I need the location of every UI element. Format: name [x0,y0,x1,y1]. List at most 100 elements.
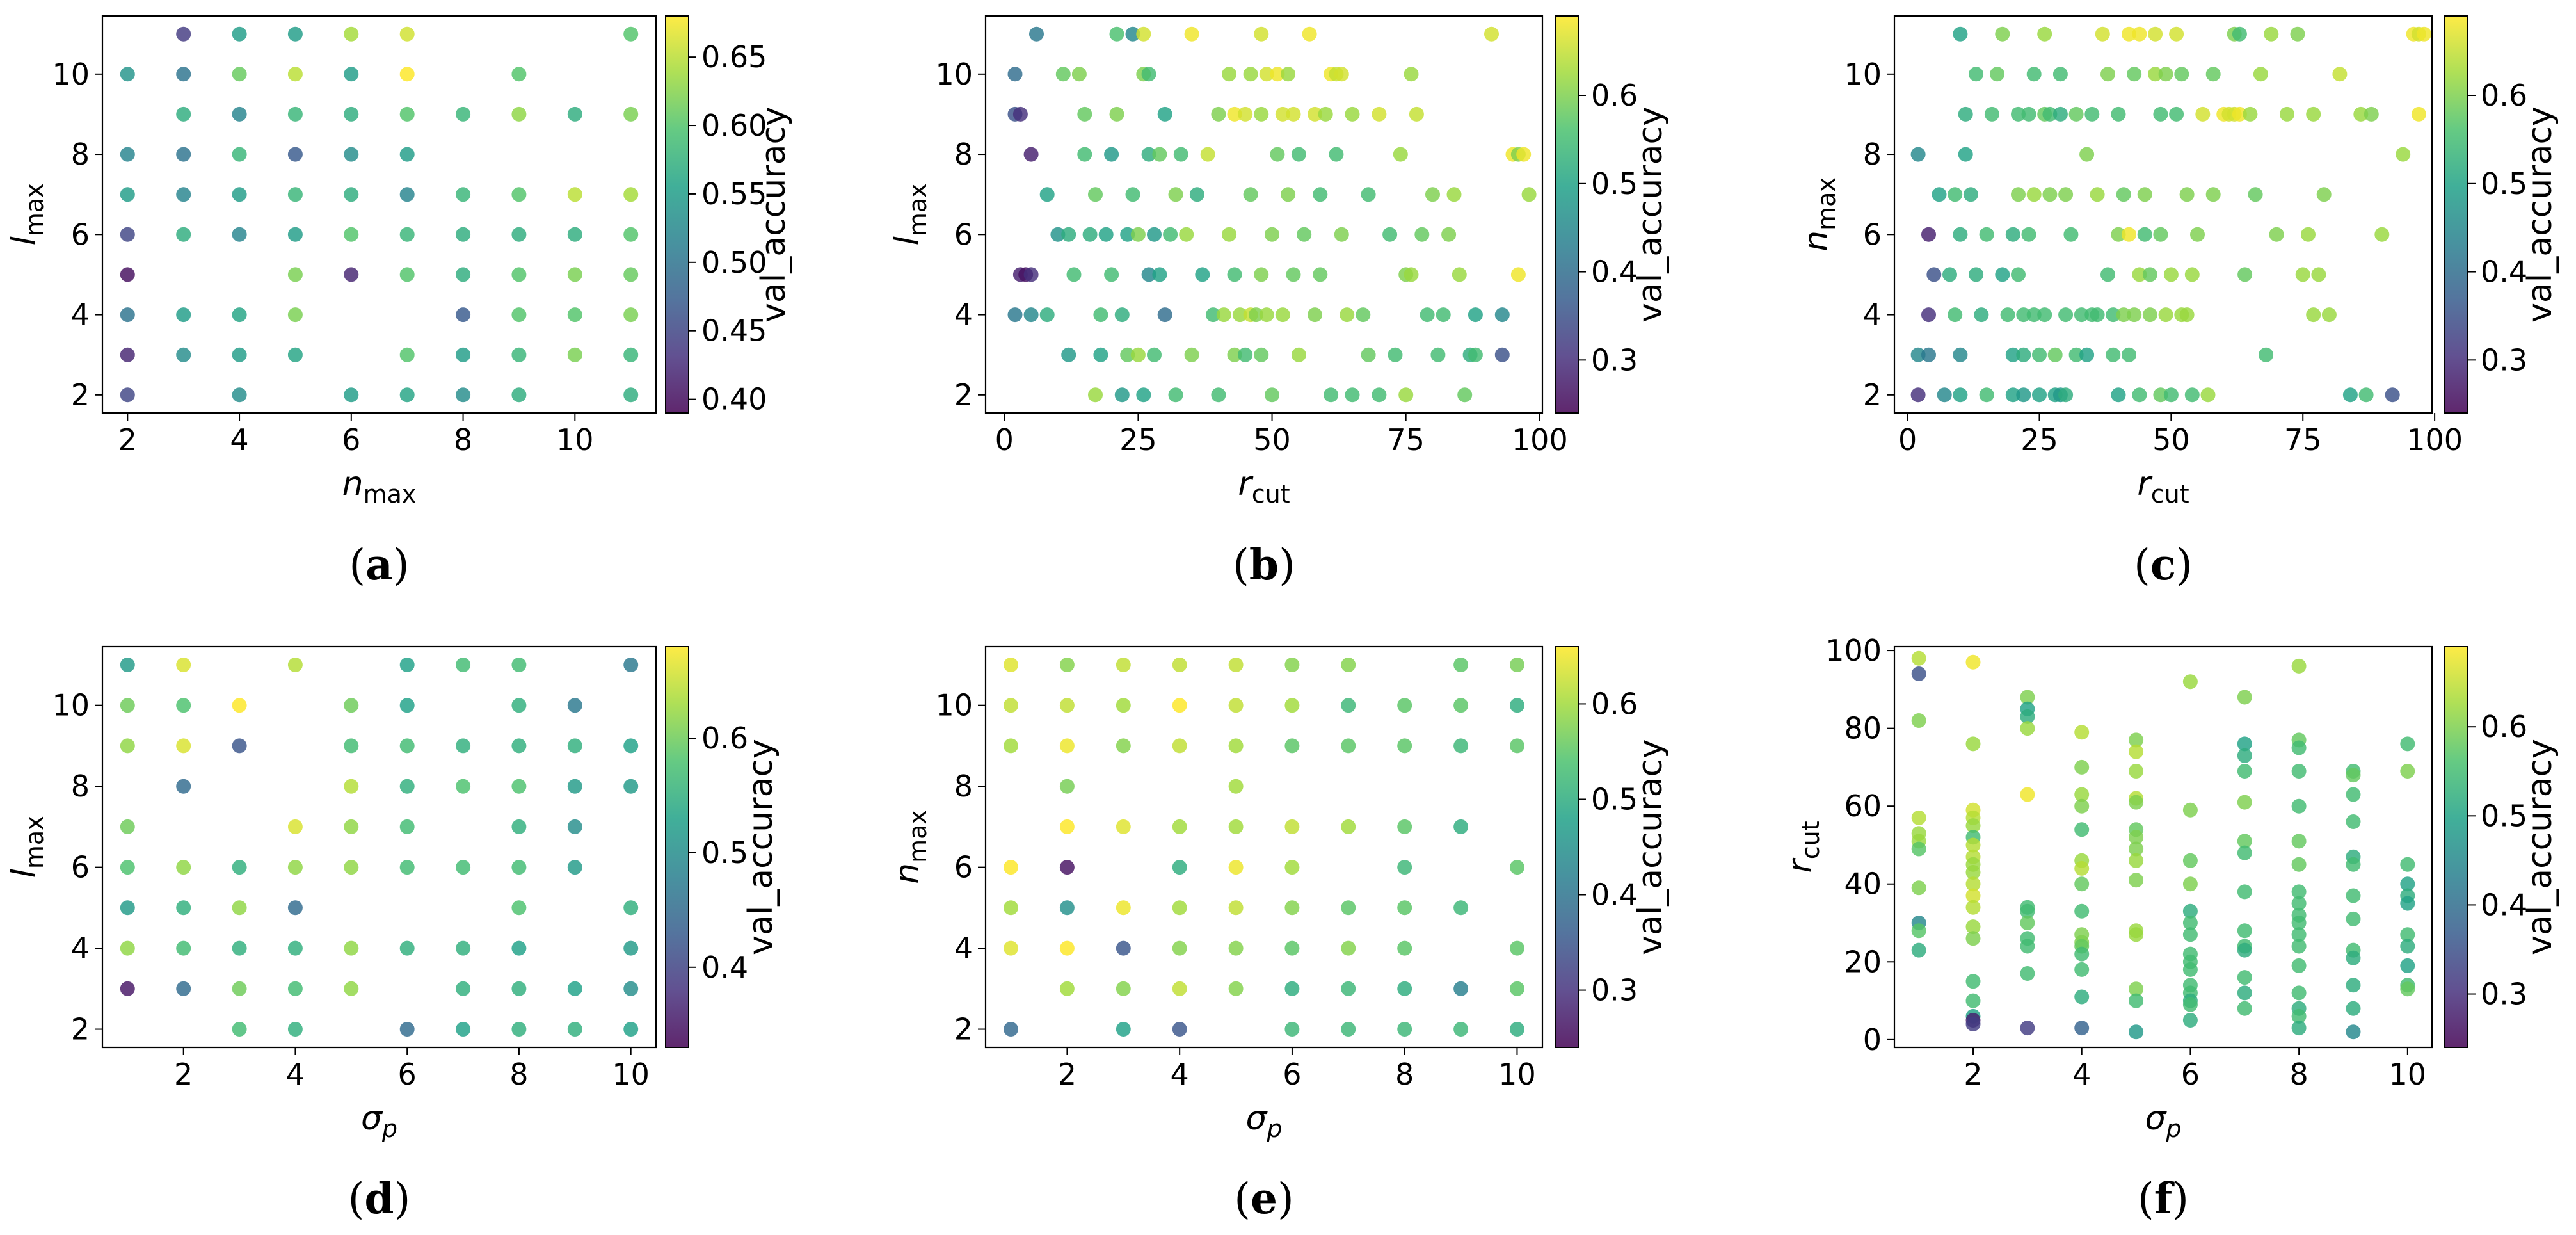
data-point [1116,900,1131,916]
x-tick-label: 6 [1283,1057,1301,1092]
x-tick-label: 0 [1898,423,1917,457]
data-point [1077,147,1092,162]
y-tick-label: 2 [71,1012,90,1047]
y-tick-label: 4 [71,298,90,332]
data-point [2052,67,2068,82]
data-point [2243,106,2258,122]
data-point [1228,658,1244,672]
panel-caption: (a) [349,540,409,590]
data-point [1510,940,1524,956]
data-point [1334,67,1349,82]
data-point [2182,927,2198,942]
data-point [1168,387,1183,403]
data-point [2111,227,2126,242]
data-point [2021,106,2036,122]
data-point [2232,106,2247,122]
colorbar-label: val_accuracy [1631,106,1670,323]
y-tick-label: 6 [71,217,90,252]
y-tick-label: 80 [1844,711,1882,746]
data-point [1281,67,1296,82]
data-point [176,658,191,672]
colorbar-tick-label: 0.60 [701,108,767,143]
data-point [567,819,582,834]
data-point [1284,698,1300,713]
data-point [623,779,639,794]
colorbar-tick-label: 0.6 [701,721,748,755]
data-point [511,698,527,713]
y-tick-label: 6 [71,850,90,885]
data-point [1334,227,1349,242]
data-point [1059,698,1075,713]
data-point [2400,857,2415,872]
plot-frame [1893,645,2433,1049]
data-point [1510,698,1524,713]
data-point [1510,1022,1524,1037]
data-point [1425,187,1440,202]
data-point [1141,147,1156,162]
data-point [176,738,191,754]
data-point [623,227,639,242]
data-point [1397,900,1412,916]
data-point [1284,819,1300,834]
data-point [1172,981,1187,996]
data-point [1104,147,1119,162]
data-point [1172,698,1187,713]
data-point [1098,227,1114,242]
data-point [1071,67,1087,82]
colorbar-tick-label: 0.40 [701,382,767,417]
data-point [1965,888,1981,903]
data-point [2020,721,2035,736]
data-point [1397,860,1412,875]
data-point [399,738,415,754]
data-point [2364,106,2379,122]
data-point [1516,147,1532,162]
data-point [2400,736,2415,752]
data-point [1061,227,1076,242]
data-point [1059,860,1075,875]
data-point [2142,267,2157,282]
data-point [120,698,135,713]
data-point [287,900,303,916]
data-point [1921,307,1936,323]
scatter-panel-b: 0 25 50 75 100 2 4 6 8 10 0.3 0.4 0.5 0.6val_accuracy… [935,15,1670,590]
data-point [1152,147,1167,162]
data-point [2132,267,2147,282]
data-point [1059,658,1075,672]
y-tick-label: 20 [1844,944,1882,979]
data-point [2400,764,2415,779]
data-point [1254,106,1269,122]
data-point [2137,187,2152,202]
scatter-points [1007,26,1537,403]
data-point [344,147,359,162]
data-point [1921,347,1936,362]
data-point [1361,347,1376,362]
scatter-panel-c: 0 25 50 75 100 2 4 6 8 10 0.3 0.4 0.5 0.6val_accuracy… [1844,15,2559,590]
colorbar-tick-label: 0.65 [701,40,767,74]
data-point [1953,26,1968,42]
data-point [2020,1021,2035,1036]
data-point [1345,106,1360,122]
panel-caption: (f) [2138,1174,2189,1223]
x-tick-label: 0 [995,423,1014,457]
data-point [1313,187,1328,202]
data-point [1953,227,1968,242]
data-point [1173,147,1188,162]
data-point [1341,698,1356,713]
data-point [623,940,639,956]
data-point [1116,698,1131,713]
data-point [1116,1022,1131,1037]
data-point [344,106,359,122]
data-point [1453,1022,1469,1037]
data-point [1297,227,1312,242]
data-point [2132,387,2147,403]
data-point [1937,387,1952,403]
data-point [1965,900,1981,915]
data-point [1136,387,1151,403]
data-point [2182,962,2198,977]
colorbar-label: val_accuracy [2521,106,2559,323]
x-axis-label: rcut [2137,465,2189,508]
data-point [2346,768,2361,783]
data-point [344,267,359,282]
data-point [1965,818,1981,834]
data-point [232,26,247,42]
